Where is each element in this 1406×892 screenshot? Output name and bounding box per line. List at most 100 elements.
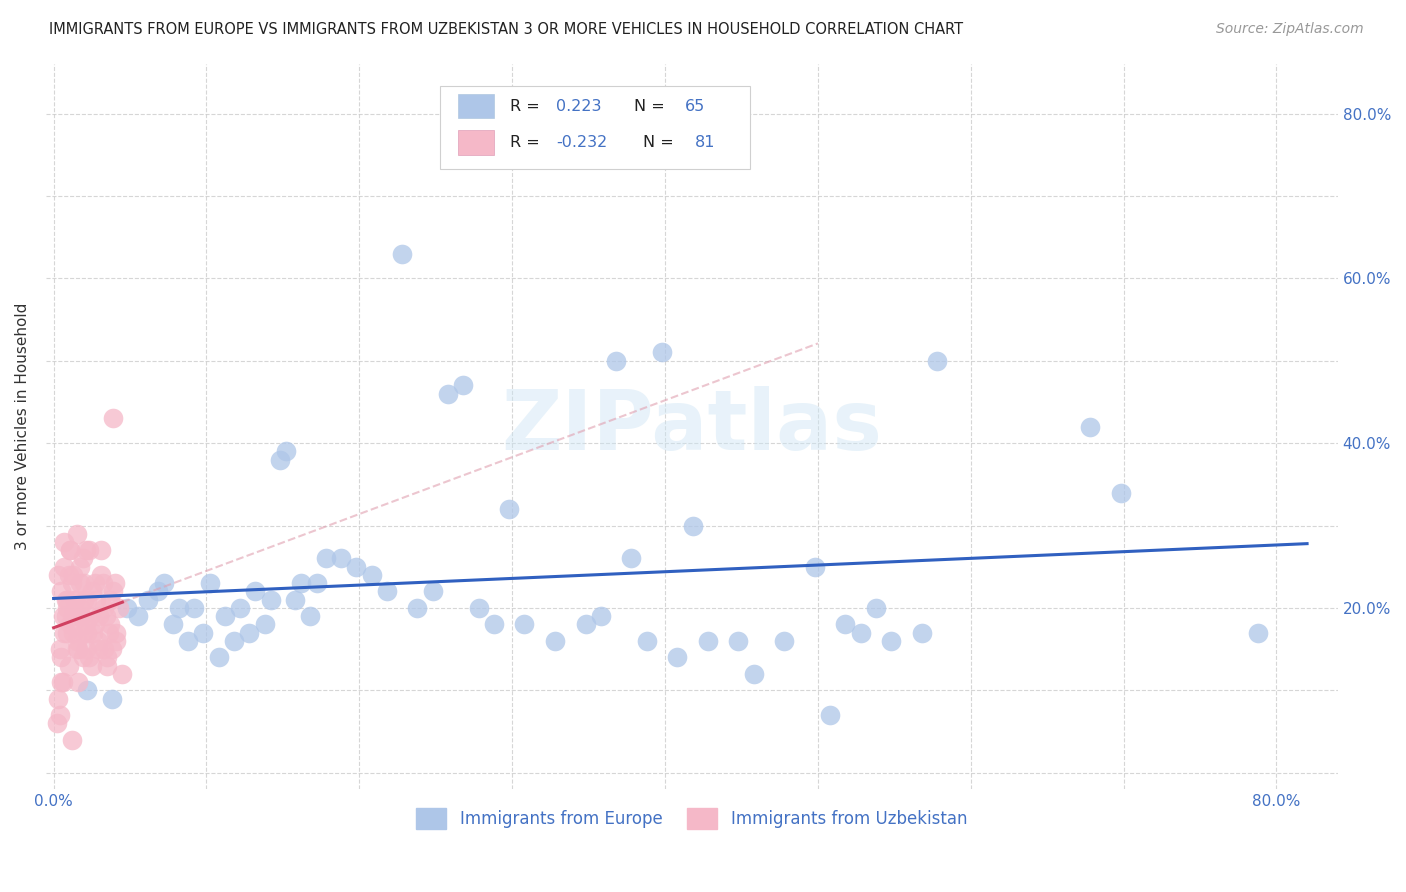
Point: [73, 592, 96, 607]
Point: [69, 601, 91, 615]
Point: [162, 617, 184, 632]
Point: [87, 633, 110, 648]
Point: [77, 650, 100, 665]
Point: [53, 625, 76, 640]
Point: [97, 625, 120, 640]
Point: [198, 576, 221, 591]
Point: [467, 601, 489, 615]
Point: [91, 576, 114, 591]
Point: [108, 601, 131, 615]
Point: [880, 633, 903, 648]
Point: [1109, 485, 1132, 500]
Point: [269, 452, 291, 467]
Point: [65, 642, 87, 657]
Point: [79, 609, 101, 624]
Point: [75, 642, 97, 657]
Text: 81: 81: [695, 135, 714, 150]
Point: [60, 732, 83, 747]
Point: [59, 617, 82, 632]
Point: [87, 642, 110, 657]
Point: [98, 617, 121, 632]
Point: [62, 625, 84, 640]
Point: [103, 411, 125, 425]
Point: [48, 708, 70, 723]
Point: [208, 650, 231, 665]
Point: [70, 609, 93, 624]
Text: N =: N =: [634, 99, 669, 113]
Text: 0.223: 0.223: [557, 99, 602, 113]
Point: [100, 642, 122, 657]
Point: [100, 691, 122, 706]
Point: [80, 658, 103, 673]
Point: [51, 650, 73, 665]
Point: [911, 625, 934, 640]
Point: [422, 584, 444, 599]
Point: [83, 617, 105, 632]
Point: [513, 617, 536, 632]
Y-axis label: 3 or more Vehicles in Household: 3 or more Vehicles in Household: [15, 303, 30, 550]
Point: [105, 633, 128, 648]
Point: [574, 617, 596, 632]
Point: [284, 592, 307, 607]
Point: [437, 386, 460, 401]
Point: [253, 617, 276, 632]
Point: [75, 543, 97, 558]
Point: [67, 675, 90, 690]
Text: -0.232: -0.232: [557, 135, 607, 150]
Point: [834, 617, 856, 632]
Point: [375, 584, 398, 599]
Point: [804, 559, 827, 574]
Point: [104, 576, 127, 591]
Point: [72, 625, 94, 640]
Point: [62, 568, 84, 582]
Point: [605, 353, 627, 368]
Point: [360, 568, 382, 582]
Point: [636, 633, 658, 648]
Point: [90, 543, 112, 558]
Point: [299, 609, 322, 624]
Point: [260, 592, 283, 607]
Point: [773, 633, 796, 648]
Point: [315, 551, 337, 566]
Point: [52, 609, 75, 624]
Point: [80, 584, 103, 599]
Point: [696, 633, 718, 648]
Point: [727, 633, 749, 648]
Text: Source: ZipAtlas.com: Source: ZipAtlas.com: [1216, 22, 1364, 37]
Point: [46, 691, 69, 706]
Point: [58, 568, 80, 582]
Point: [865, 601, 887, 615]
Point: [229, 601, 252, 615]
Point: [76, 683, 98, 698]
Point: [238, 625, 260, 640]
Point: [45, 716, 67, 731]
Point: [177, 633, 200, 648]
Text: 65: 65: [685, 99, 706, 113]
Point: [818, 708, 841, 723]
Point: [46, 568, 69, 582]
Point: [76, 625, 98, 640]
Text: ZIPatlas: ZIPatlas: [502, 386, 883, 467]
Point: [406, 601, 429, 615]
Point: [70, 609, 93, 624]
Point: [167, 601, 190, 615]
Point: [274, 444, 297, 458]
Text: IMMIGRANTS FROM EUROPE VS IMMIGRANTS FROM UZBEKISTAN 3 OR MORE VEHICLES IN HOUSE: IMMIGRANTS FROM EUROPE VS IMMIGRANTS FRO…: [49, 22, 963, 37]
Point: [83, 576, 105, 591]
Point: [77, 543, 100, 558]
Legend: Immigrants from Europe, Immigrants from Uzbekistan: Immigrants from Europe, Immigrants from …: [409, 802, 974, 835]
Point: [52, 675, 75, 690]
Point: [927, 353, 949, 368]
Point: [183, 601, 205, 615]
Point: [666, 650, 689, 665]
Point: [53, 559, 76, 574]
Point: [391, 246, 413, 260]
Point: [105, 625, 128, 640]
Point: [56, 625, 79, 640]
Point: [127, 609, 149, 624]
Point: [482, 617, 505, 632]
Point: [589, 609, 612, 624]
Point: [849, 625, 872, 640]
Point: [214, 609, 236, 624]
Point: [65, 526, 87, 541]
